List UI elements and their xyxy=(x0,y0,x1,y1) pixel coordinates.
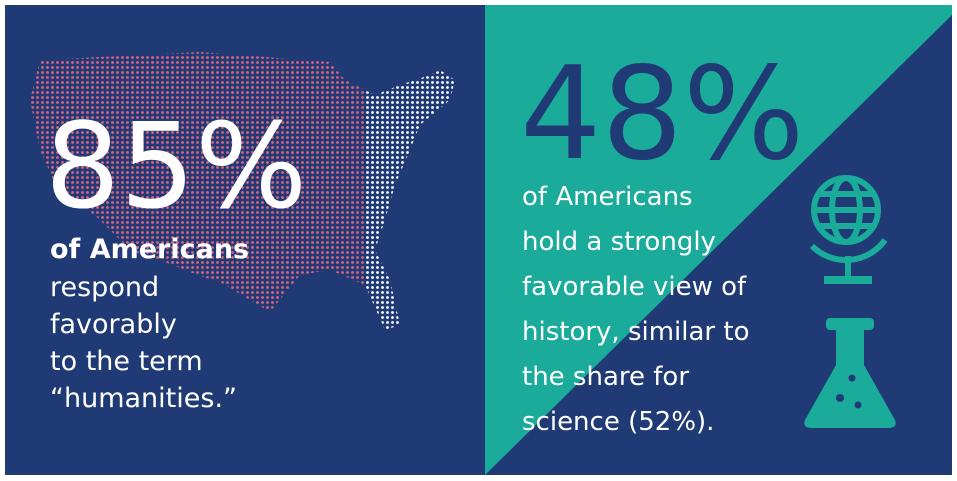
left-line: to the term xyxy=(50,346,203,377)
right-line: the share for xyxy=(522,362,689,392)
left-line: favorably xyxy=(50,309,177,340)
left-line: “humanities.” xyxy=(50,383,237,414)
globe-icon xyxy=(809,175,888,284)
left-lead: of Americans xyxy=(50,234,249,265)
right-line: history, similar to xyxy=(522,317,750,347)
left-line: respond xyxy=(50,272,159,303)
right-line: hold a strongly xyxy=(522,227,716,257)
teal-panel xyxy=(485,5,952,475)
right-stat: 48% xyxy=(520,40,805,189)
right-line: favorable view of xyxy=(522,272,747,302)
right-line: science (52%). xyxy=(522,407,714,437)
flask-icon xyxy=(804,318,896,428)
left-stat: 85% xyxy=(45,97,307,235)
right-line: of Americans xyxy=(522,182,693,212)
